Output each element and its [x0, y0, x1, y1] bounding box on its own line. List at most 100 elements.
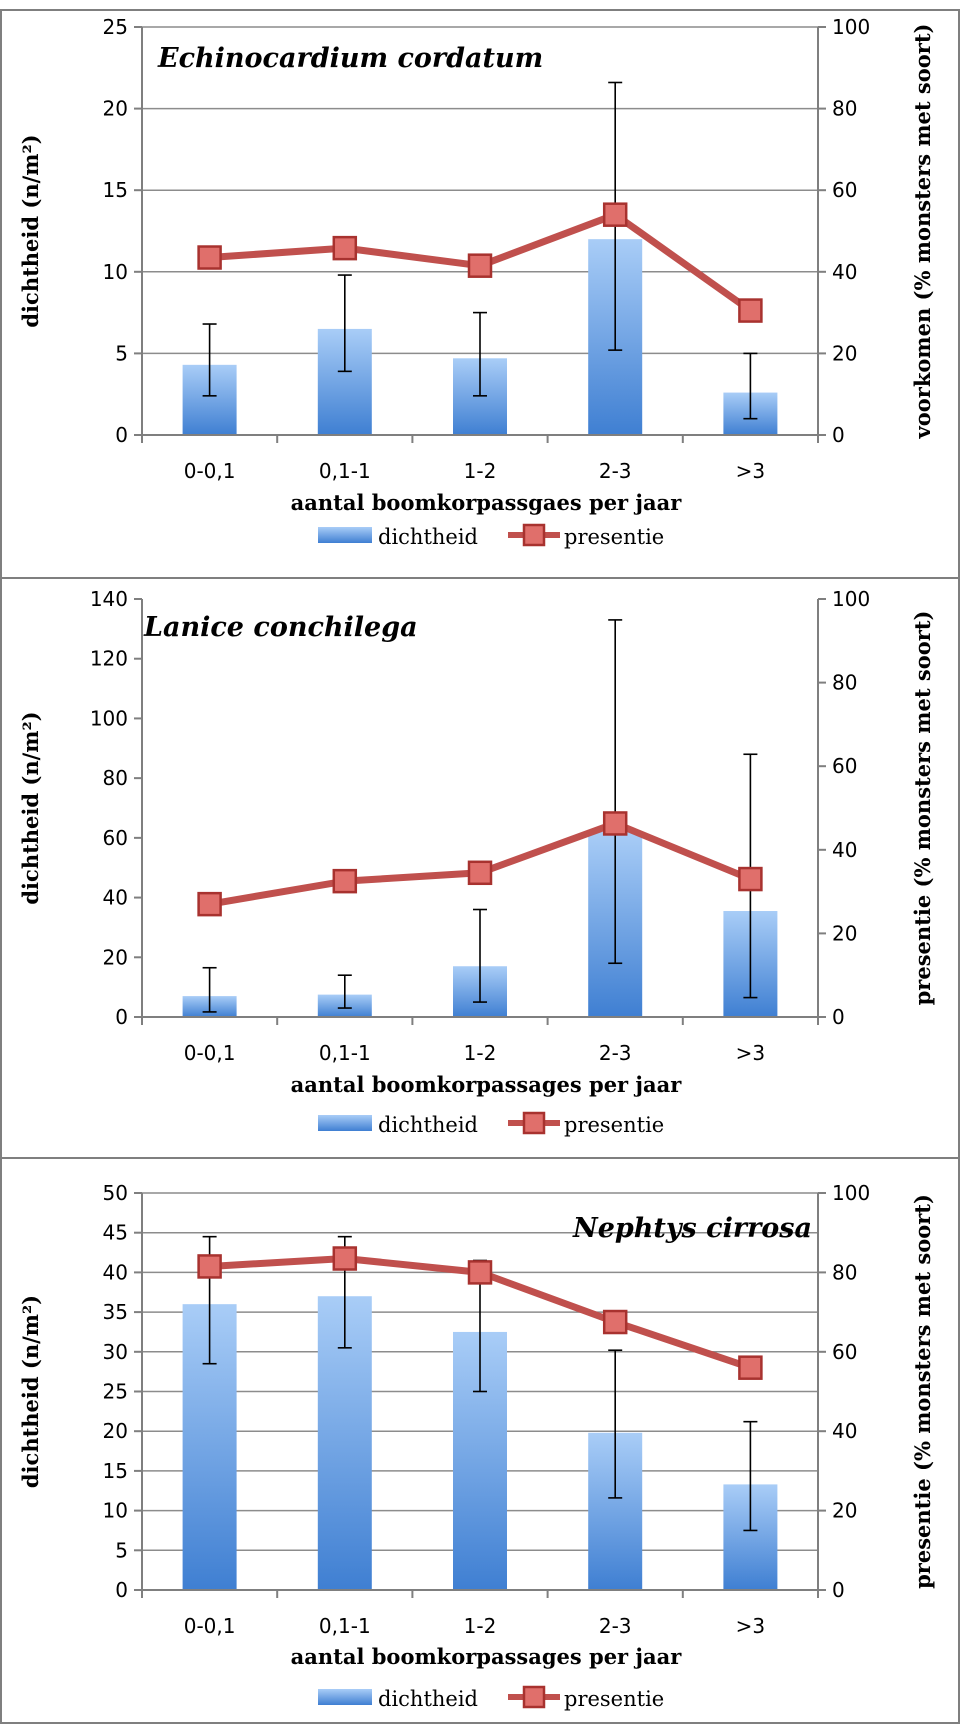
- y2-tick-label: 60: [832, 1340, 857, 1364]
- y2-axis-label: presentie (% monsters met soort): [910, 1194, 935, 1589]
- presentie-point-2-3: [602, 1309, 628, 1335]
- legend-marker-presentie: [522, 1111, 546, 1135]
- x-tick-label: 0-0,1: [184, 1041, 236, 1065]
- y2-tick-label: 40: [832, 838, 857, 862]
- legend-label-dichtheid: dichtheid: [378, 1113, 478, 1137]
- legend-swatch-dichtheid: [318, 1115, 372, 1131]
- error-bar-1-2: [473, 311, 487, 397]
- presentie-point-0-0,1: [197, 891, 222, 917]
- y-axis-label: dichtheid (n/m²): [18, 711, 43, 904]
- error-bar-0-0,1: [202, 966, 217, 1013]
- presentie-point->3: [738, 298, 763, 323]
- presentie-point-2-3: [602, 202, 628, 227]
- x-tick-label: 0,1-1: [319, 1614, 371, 1638]
- chart-title: Echinocardium cordatum: [157, 43, 543, 74]
- presentie-point->3: [738, 1355, 763, 1380]
- presentie-point-0-0,1: [197, 245, 222, 270]
- y2-tick-label: 100: [832, 15, 870, 39]
- presentie-point-0,1-1: [332, 235, 358, 261]
- y-tick-label: 30: [103, 1340, 128, 1364]
- x-tick-label: 0,1-1: [319, 1041, 371, 1065]
- legend-swatch-dichtheid: [318, 1689, 372, 1705]
- legend-marker-presentie: [522, 1685, 546, 1709]
- y-tick-label: 25: [103, 1380, 128, 1404]
- y-tick-label: 20: [103, 945, 128, 969]
- legend-swatch-dichtheid: [318, 527, 372, 543]
- error-bar->3: [743, 1420, 758, 1532]
- y-tick-label: 5: [115, 1538, 128, 1562]
- error-bar-0,1-1: [337, 974, 352, 1009]
- presentie-point-0,1-1: [332, 868, 358, 894]
- y-tick-label: 15: [103, 1459, 128, 1483]
- y-tick-label: 10: [103, 260, 128, 284]
- legend: dichtheid presentie: [318, 1685, 664, 1711]
- y-tick-label: 140: [90, 587, 128, 611]
- y2-axis-label: presentie (% monsters met soort): [910, 611, 935, 1006]
- legend-marker-presentie: [522, 523, 546, 547]
- y-tick-label: 35: [103, 1300, 128, 1324]
- y2-axis-label: voorkomen (% monsters met soort): [910, 24, 935, 440]
- y-tick-label: 40: [103, 1260, 128, 1284]
- y-tick-label: 0: [115, 1578, 128, 1602]
- x-tick-label: 1-2: [464, 459, 497, 483]
- chart-panel-3: 0 5 10 15 20 25 30 35 40 45 50 0 20 40 60 80 100 0-0,1 0,1…: [1, 1157, 959, 1711]
- x-tick-label: 0-0,1: [184, 1614, 236, 1638]
- y2-tick-label: 0: [832, 423, 845, 447]
- chart-title: Nephtys cirrosa: [572, 1213, 812, 1244]
- y2-tick-label: 80: [832, 1260, 857, 1284]
- legend: dichtheid presentie: [318, 1111, 664, 1137]
- presentie-point-0-0,1: [197, 1254, 222, 1279]
- x-axis-label: aantal boomkorpassages per jaar: [291, 1072, 683, 1097]
- y2-tick-label: 0: [832, 1578, 845, 1602]
- x-axis-label: aantal boomkorpassages per jaar: [291, 1644, 683, 1669]
- x-axis-label: aantal boomkorpassgaes per jaar: [291, 490, 683, 515]
- x-tick-label: 0,1-1: [319, 459, 371, 483]
- y-tick-label: 45: [103, 1221, 128, 1245]
- y2-tick-label: 40: [832, 1419, 857, 1443]
- x-tick-label: >3: [736, 1614, 765, 1638]
- x-tick-label: 0-0,1: [184, 459, 236, 483]
- y2-tick-label: 20: [832, 921, 857, 945]
- error-bar-0,1-1: [337, 274, 352, 373]
- y-axis-label: dichtheid (n/m²): [18, 134, 43, 327]
- error-bar-2-3: [608, 619, 623, 965]
- y-tick-label: 0: [115, 1005, 128, 1029]
- y-tick-label: 120: [90, 647, 128, 671]
- y2-tick-label: 0: [832, 1005, 845, 1029]
- y2-tick-label: 80: [832, 97, 857, 121]
- chart-panel-1: 0 5 10 15 20 25 0 20 40 60 80 100 0-0,1 0,1-1 1-2 2-3 >3…: [18, 15, 935, 549]
- x-tick-label: >3: [736, 1041, 765, 1065]
- x-tick-label: 1-2: [464, 1041, 497, 1065]
- presentie-point-1-2: [467, 860, 493, 886]
- legend-label-dichtheid: dichtheid: [378, 525, 478, 549]
- y-tick-label: 25: [103, 15, 128, 39]
- y2-tick-label: 60: [832, 754, 857, 778]
- x-tick-label: >3: [736, 459, 765, 483]
- legend-label-dichtheid: dichtheid: [378, 1687, 478, 1711]
- y-tick-label: 0: [115, 423, 128, 447]
- y-tick-label: 15: [103, 178, 128, 202]
- presentie-point-1-2: [467, 253, 493, 278]
- y-tick-label: 40: [103, 886, 128, 910]
- y2-tick-label: 80: [832, 671, 857, 695]
- y-tick-label: 5: [115, 341, 128, 365]
- error-bar-1-2: [473, 908, 487, 1003]
- x-tick-label: 2-3: [599, 1614, 632, 1638]
- presentie-point-1-2: [467, 1260, 493, 1285]
- presentie-point->3: [738, 866, 763, 892]
- y2-tick-label: 60: [832, 178, 857, 202]
- error-bar-0-0,1: [202, 323, 217, 397]
- y-tick-label: 10: [103, 1499, 128, 1523]
- chart-title: Lanice conchilega: [143, 612, 418, 643]
- y-tick-label: 20: [103, 1419, 128, 1443]
- error-bar-2-3: [608, 1349, 623, 1499]
- x-tick-label: 1-2: [464, 1614, 497, 1638]
- legend-label-presentie: presentie: [564, 1113, 664, 1137]
- y2-tick-label: 20: [832, 1499, 857, 1523]
- chart-panel-2: 0 20 40 60 80 100 120 140 0 20 40 60 80 100 0-0,1 0,1-1…: [1, 577, 959, 1137]
- y-tick-label: 60: [103, 826, 128, 850]
- y2-tick-label: 20: [832, 341, 857, 365]
- y-tick-label: 100: [90, 706, 128, 730]
- y2-tick-label: 100: [832, 1181, 870, 1205]
